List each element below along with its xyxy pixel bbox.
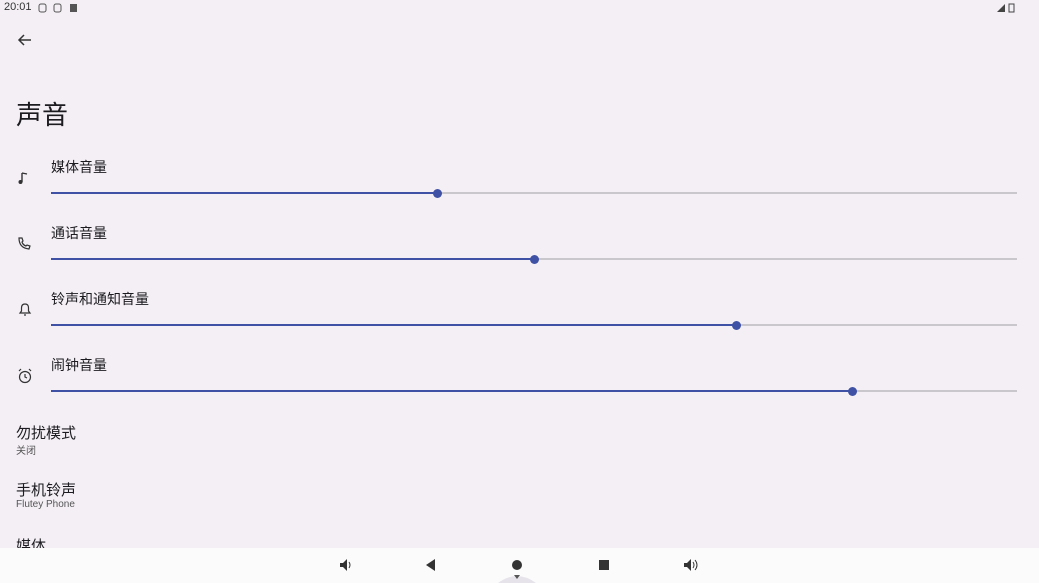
item-title: 手机铃声: [16, 481, 77, 499]
slider-icon: [18, 237, 31, 250]
slider-icon: [18, 303, 32, 316]
slider-fill: [51, 258, 534, 260]
slider-icon: [18, 172, 28, 184]
slider-knob[interactable]: [529, 254, 539, 264]
slider-fill: [51, 192, 438, 194]
slider-label: 通话音量: [51, 225, 107, 241]
nav-icons: [340, 559, 698, 583]
nav-bar: [0, 548, 1039, 583]
back-button[interactable]: [16, 32, 34, 48]
signal-battery: [997, 3, 1015, 13]
slider-fill: [51, 324, 737, 326]
slider-knob[interactable]: [732, 320, 742, 330]
slider-track[interactable]: [51, 188, 1017, 198]
slider-fill: [51, 390, 853, 392]
slider-track[interactable]: [51, 320, 1017, 330]
slider-label: 媒体音量: [51, 159, 107, 175]
page-title: 声音: [16, 100, 69, 130]
slider-knob[interactable]: [848, 386, 858, 396]
nav-back[interactable]: [426, 559, 435, 571]
slider-knob[interactable]: [432, 188, 442, 198]
item-summary: 关闭: [16, 446, 36, 457]
slider-label: 铃声和通知音量: [51, 291, 149, 307]
slider-track[interactable]: [51, 386, 1017, 396]
slider-icon: [18, 368, 32, 384]
status-time: 20:01: [4, 1, 32, 13]
slider-track[interactable]: [51, 254, 1017, 264]
setting-item[interactable]: 勿扰模式 关闭: [0, 422, 1039, 472]
nav-recents[interactable]: [599, 560, 609, 570]
item-title: 勿扰模式: [16, 425, 77, 442]
slider-label: 闹钟音量: [51, 357, 107, 373]
nav-home[interactable]: [512, 560, 522, 570]
status-icons: [38, 3, 77, 13]
setting-item[interactable]: 手机铃声 Flutey Phone: [0, 479, 1039, 529]
item-summary: Flutey Phone: [16, 498, 75, 510]
